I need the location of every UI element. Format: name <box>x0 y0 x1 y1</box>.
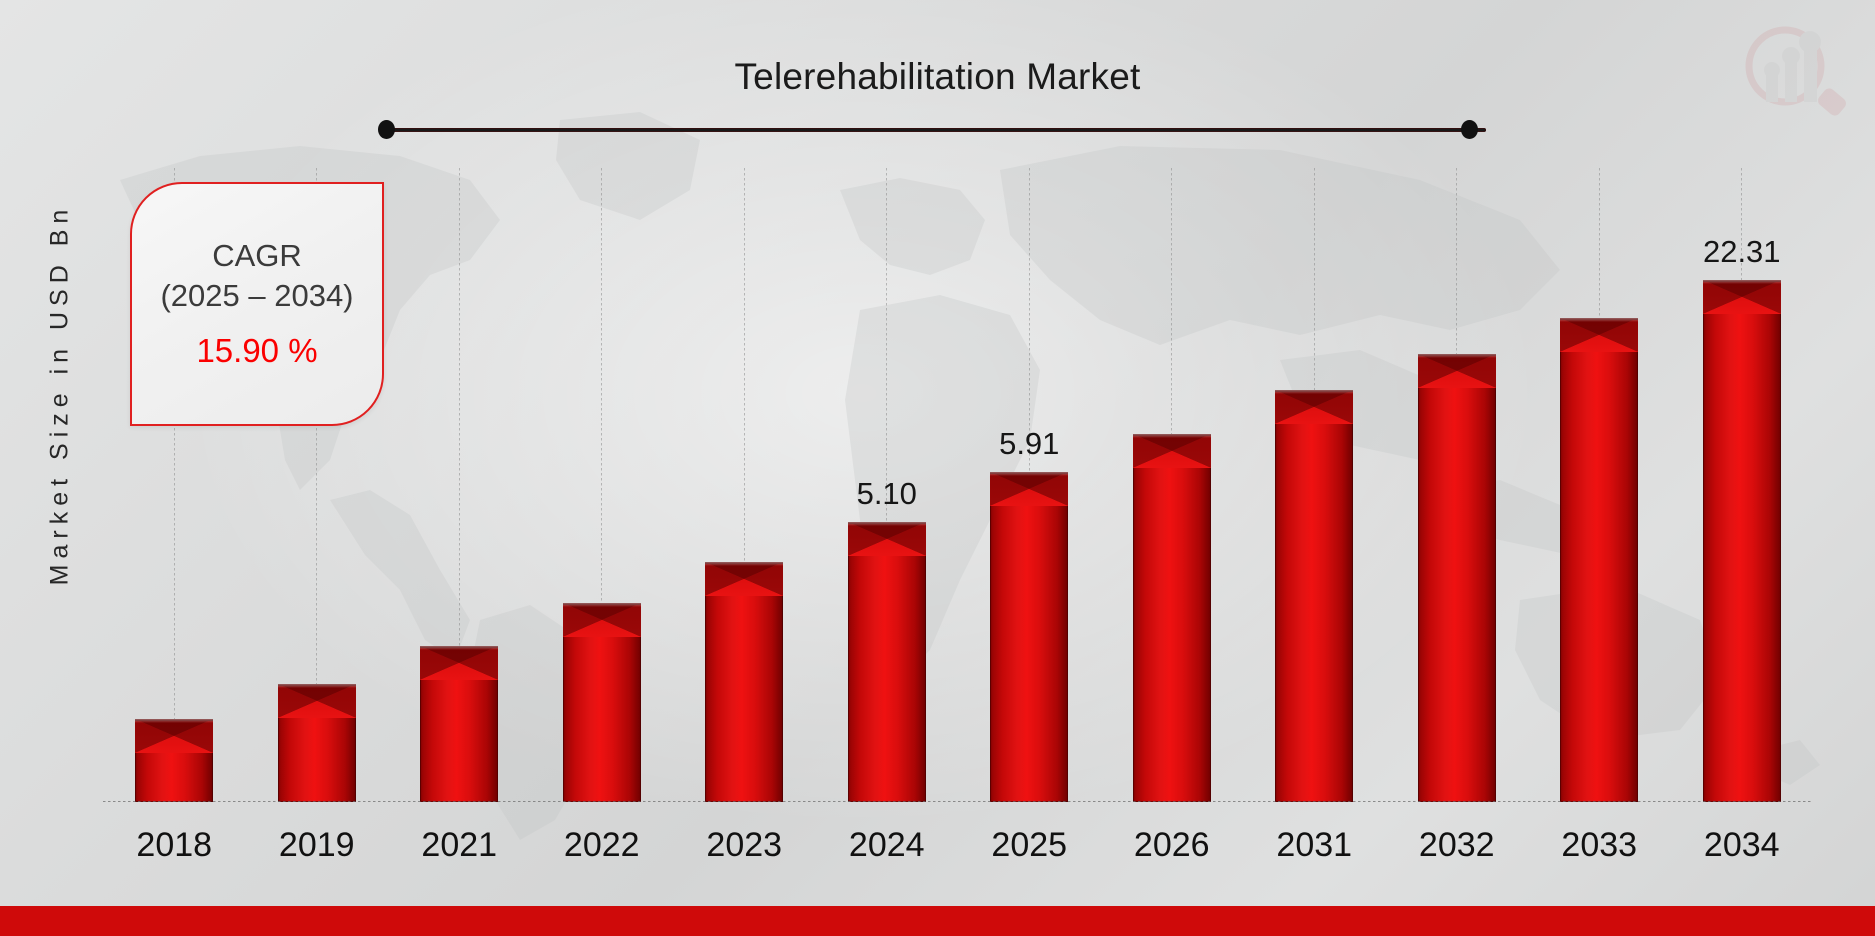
gridline <box>743 168 745 802</box>
bar-cap-line <box>1417 354 1496 356</box>
bar-bevel-top <box>1275 390 1354 424</box>
gridline <box>173 168 175 802</box>
x-tick-label-2031: 2031 <box>1276 826 1353 864</box>
bar-2021[interactable] <box>420 168 499 802</box>
cagr-callout: CAGR (2025 – 2034) 15.90 % <box>130 182 384 426</box>
gridline <box>316 168 318 802</box>
bar-bevel-top <box>1702 280 1781 314</box>
bar-2026[interactable] <box>1132 168 1211 802</box>
bar-cap-line <box>277 684 356 686</box>
bar-body <box>420 646 499 802</box>
plot-area: 2018 2019 2021 2022 2023 5.10 2024 5.91 2025 2026… <box>103 168 1813 864</box>
x-tick-label-2032: 2032 <box>1418 826 1495 864</box>
gridline <box>886 168 888 802</box>
cagr-value: 15.90 % <box>196 331 318 369</box>
cagr-period: (2025 – 2034) <box>160 277 354 313</box>
bar-cap-highlight <box>1275 390 1354 394</box>
bar-body <box>847 522 926 802</box>
bar-body <box>705 562 784 802</box>
x-tick-label-2018: 2018 <box>136 826 213 864</box>
bar-cap-line <box>1560 318 1639 320</box>
bar-cap-highlight <box>135 719 214 723</box>
bar-body <box>135 719 214 802</box>
gridline <box>601 168 603 802</box>
bar-value-label: 5.91 <box>999 426 1060 461</box>
bar-cap-highlight <box>847 522 926 526</box>
bar-2033[interactable] <box>1560 168 1639 802</box>
bar-cap-highlight <box>990 472 1069 476</box>
bar-2024[interactable] <box>847 168 926 802</box>
title-rule-dot-left <box>378 120 395 139</box>
bar-cap-line <box>135 719 214 721</box>
bar-value-label: 5.10 <box>856 476 917 511</box>
bar-2018[interactable] <box>135 168 214 802</box>
bar-cap-highlight <box>705 562 784 566</box>
bar-2032[interactable] <box>1417 168 1496 802</box>
bar-bevel-top <box>705 562 784 596</box>
bar-value-label: 22.31 <box>1702 234 1781 269</box>
bar-cap-highlight <box>1702 280 1781 284</box>
y-axis-title: Market Size in USD Bn <box>45 203 74 586</box>
x-tick-label-2034: 2034 <box>1703 826 1780 864</box>
x-tick-label-2021: 2021 <box>421 826 498 864</box>
bar-body <box>1702 280 1781 802</box>
magnifier-bar-chart-logo-icon <box>1733 18 1853 126</box>
bar-bevel-top <box>847 522 926 556</box>
bar-body <box>1417 354 1496 802</box>
footer-strip <box>0 906 1875 936</box>
bar-cap-highlight <box>1132 434 1211 438</box>
bar-body <box>1275 390 1354 802</box>
bar-cap-highlight <box>1417 354 1496 358</box>
bar-2031[interactable] <box>1275 168 1354 802</box>
bar-bevel-top <box>1132 434 1211 468</box>
x-tick-label-2019: 2019 <box>278 826 355 864</box>
chart-title: Telerehabilitation Market <box>734 56 1141 97</box>
bar-cap-line <box>562 603 641 605</box>
gridline <box>458 168 460 802</box>
x-tick-label-2026: 2026 <box>1133 826 1210 864</box>
category-axis-baseline <box>103 801 1813 802</box>
bar-2025[interactable] <box>990 168 1069 802</box>
bar-bevel-top <box>135 719 214 753</box>
x-tick-label-2024: 2024 <box>848 826 925 864</box>
bar-cap-line <box>1132 434 1211 436</box>
x-tick-label-2033: 2033 <box>1561 826 1638 864</box>
title-rule-dot-right <box>1461 120 1478 139</box>
bar-cap-line <box>1702 280 1781 282</box>
bar-body <box>562 603 641 802</box>
bar-bevel-top <box>562 603 641 637</box>
bar-bevel-top <box>277 684 356 718</box>
bar-cap-highlight <box>562 603 641 607</box>
title-rule-line <box>386 128 1486 132</box>
bar-cap-line <box>705 562 784 564</box>
bar-cap-highlight <box>277 684 356 688</box>
bar-cap-line <box>990 472 1069 474</box>
bar-2022[interactable] <box>562 168 641 802</box>
cagr-label: CAGR <box>212 238 302 274</box>
bar-cap-highlight <box>420 646 499 650</box>
bar-body <box>277 684 356 802</box>
title-underline-rule <box>378 120 1486 139</box>
bar-body <box>990 472 1069 802</box>
x-tick-label-2023: 2023 <box>706 826 783 864</box>
bar-cap-highlight <box>1560 318 1639 322</box>
bar-2034[interactable] <box>1702 168 1781 802</box>
bar-bevel-top <box>1417 354 1496 388</box>
bar-body <box>1132 434 1211 802</box>
bar-cap-line <box>420 646 499 648</box>
x-tick-label-2025: 2025 <box>991 826 1068 864</box>
bar-cap-line <box>1275 390 1354 392</box>
bar-2019[interactable] <box>277 168 356 802</box>
bar-bevel-top <box>990 472 1069 506</box>
bar-2023[interactable] <box>705 168 784 802</box>
bar-cap-line <box>847 522 926 524</box>
bar-bevel-top <box>420 646 499 680</box>
bar-bevel-top <box>1560 318 1639 352</box>
bar-body <box>1560 318 1639 802</box>
x-tick-label-2022: 2022 <box>563 826 640 864</box>
